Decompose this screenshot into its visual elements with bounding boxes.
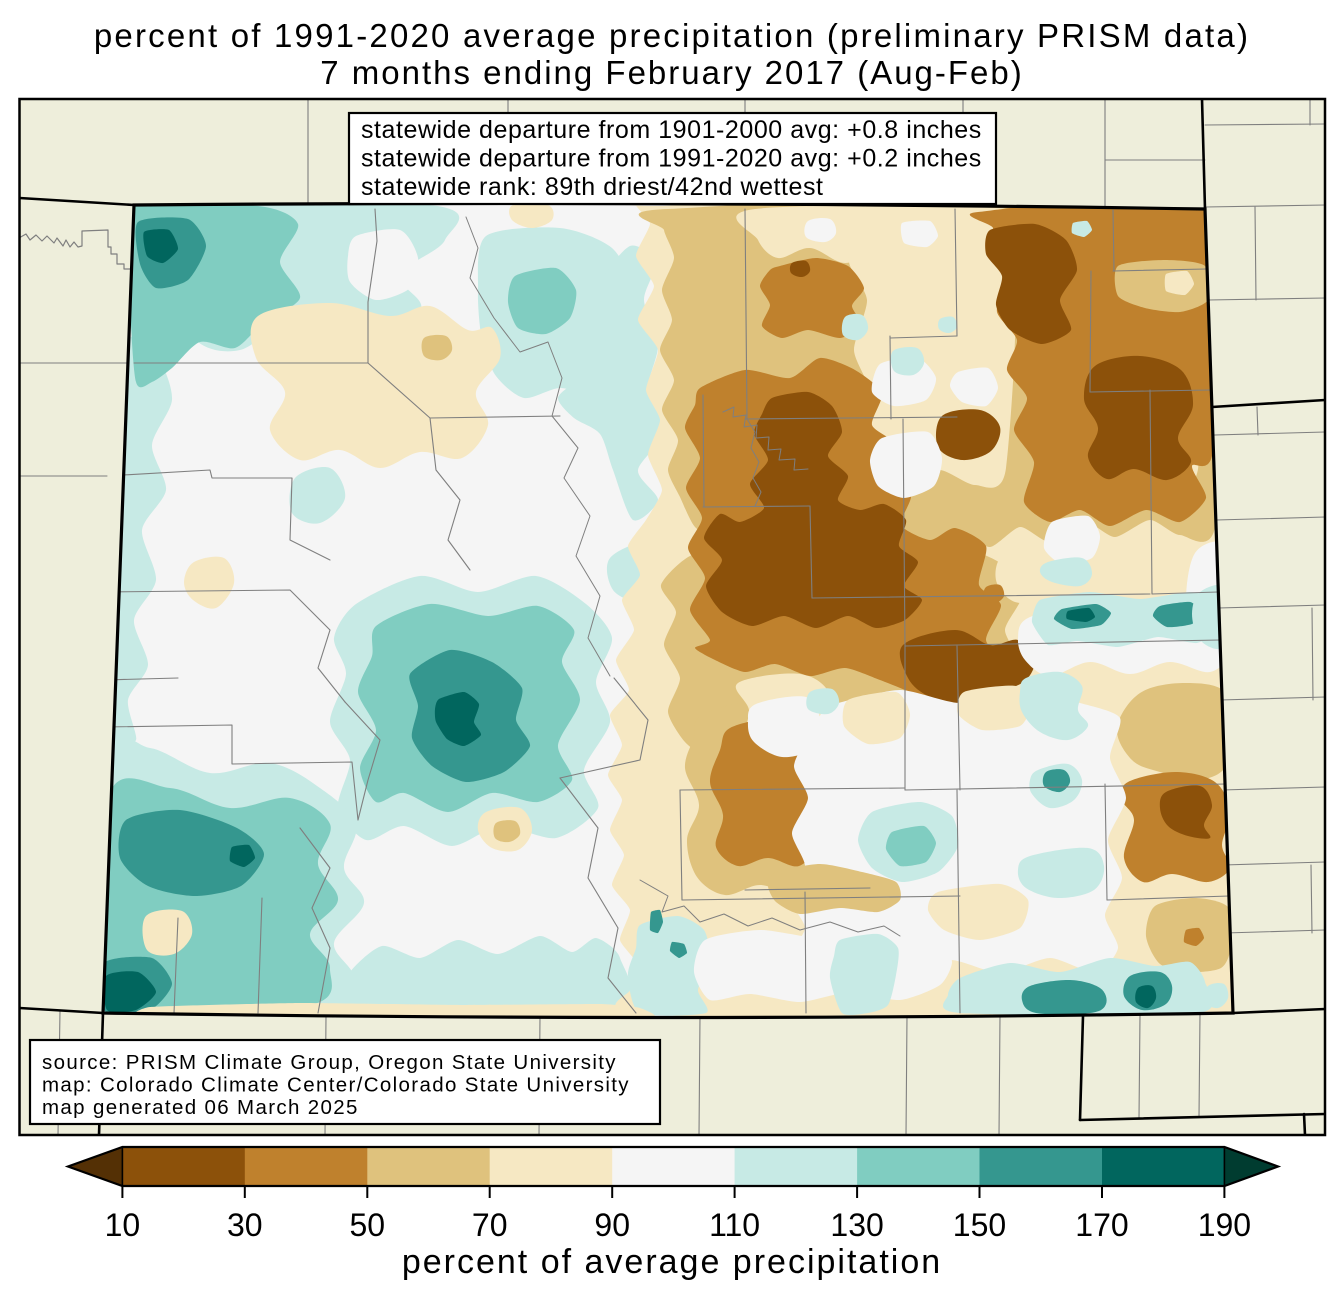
svg-text:source: PRISM Climate Group, O: source: PRISM Climate Group, Oregon Stat… (42, 1051, 617, 1074)
svg-text:percent of average precipitati: percent of average precipitation (402, 1243, 942, 1281)
svg-text:110: 110 (709, 1207, 760, 1243)
svg-text:map generated 06 March 2025: map generated 06 March 2025 (42, 1096, 359, 1119)
svg-text:7 months ending February 2017: 7 months ending February 2017 (Aug-Feb) (320, 54, 1024, 91)
svg-text:statewide rank: 89th driest/42: statewide rank: 89th driest/42nd wettest (361, 173, 824, 201)
svg-text:10: 10 (105, 1207, 141, 1243)
svg-text:percent of 1991-2020 average p: percent of 1991-2020 average precipitati… (94, 17, 1250, 54)
svg-text:70: 70 (472, 1207, 508, 1243)
svg-text:170: 170 (1075, 1207, 1128, 1243)
svg-text:190: 190 (1198, 1207, 1251, 1243)
svg-text:50: 50 (350, 1207, 386, 1243)
svg-text:90: 90 (594, 1207, 630, 1243)
svg-text:150: 150 (953, 1207, 1006, 1243)
svg-text:statewide departure from 1991-: statewide departure from 1991-2020 avg: … (361, 145, 982, 173)
svg-text:statewide departure from 1901-: statewide departure from 1901-2000 avg: … (361, 116, 982, 144)
svg-text:30: 30 (227, 1207, 263, 1243)
svg-text:map: Colorado Climate Center/C: map: Colorado Climate Center/Colorado St… (42, 1074, 630, 1097)
svg-text:130: 130 (830, 1207, 883, 1243)
